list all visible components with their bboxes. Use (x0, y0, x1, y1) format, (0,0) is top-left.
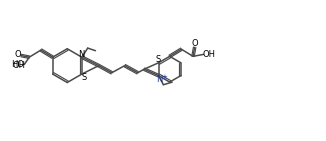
Text: S: S (82, 73, 87, 82)
Text: OH: OH (13, 61, 26, 70)
Text: OH: OH (203, 50, 216, 59)
Text: S: S (155, 55, 160, 64)
Text: O: O (15, 50, 21, 59)
Text: HO: HO (11, 60, 24, 69)
Text: N: N (78, 50, 84, 59)
Text: O: O (191, 39, 198, 48)
Text: +: + (161, 74, 167, 80)
Text: N: N (156, 75, 162, 84)
